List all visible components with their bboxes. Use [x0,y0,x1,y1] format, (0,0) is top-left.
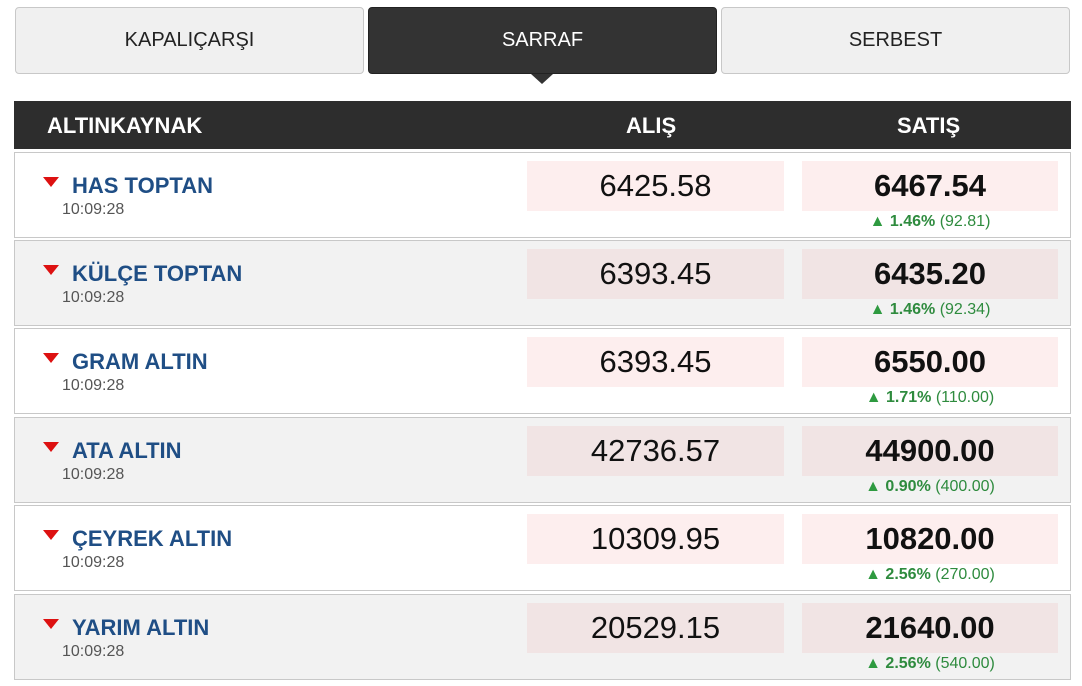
change-amount: (400.00) [935,478,995,495]
sell-price: 6435.20 [802,249,1058,299]
change: ▲ 1.46% (92.34) [802,301,1058,319]
buy-price: 6393.45 [527,337,784,387]
item-name: KÜLÇE TOPTAN [72,261,243,286]
update-time: 10:09:28 [62,201,125,218]
price-row[interactable]: KÜLÇE TOPTAN 10:09:28 6393.45 6435.20 ▲ 1.46… [14,240,1071,326]
update-time: 10:09:28 [62,289,125,306]
change: ▲ 2.56% (540.00) [802,655,1058,673]
buy-price: 10309.95 [527,514,784,564]
sell-price: 10820.00 [802,514,1058,564]
up-icon: ▲ [865,655,886,672]
down-icon [43,177,59,187]
up-icon: ▲ [869,301,890,318]
up-icon: ▲ [865,389,887,406]
item-name: YARIM ALTIN [72,615,210,640]
update-time: 10:09:28 [62,643,125,660]
price-row[interactable]: ÇEYREK ALTIN 10:09:28 10309.95 10820.00 ▲ 2.… [14,505,1071,591]
table-header: ALTINKAYNAK ALIŞ SATIŞ [14,101,1071,149]
sell-price: 44900.00 [802,426,1058,476]
item-name: GRAM ALTIN [72,349,208,374]
down-icon [43,265,59,275]
up-icon: ▲ [865,566,886,583]
change-amount: (270.00) [935,566,995,583]
tab[interactable]: SARRAF [368,7,717,74]
change: ▲ 0.90% (400.00) [802,478,1058,496]
sell-price: 21640.00 [802,603,1058,653]
change-amount: (92.34) [939,301,991,318]
sell-price: 6467.54 [802,161,1058,211]
change-percent: 0.90% [885,478,931,495]
change-amount: (110.00) [935,389,995,406]
item-name: ATA ALTIN [72,438,182,463]
price-row[interactable]: HAS TOPTAN 10:09:28 6425.58 6467.54 ▲ 1.46% … [14,152,1071,238]
buy-price: 6393.45 [527,249,784,299]
item-name: HAS TOPTAN [72,173,213,198]
change: ▲ 1.46% (92.81) [802,213,1058,231]
down-icon [43,530,59,540]
header-sell: SATIŞ [897,113,961,138]
change-percent: 1.46% [889,213,936,230]
price-row[interactable]: YARIM ALTIN 10:09:28 20529.15 21640.00 ▲ 2.5… [14,594,1071,680]
tab[interactable]: SERBEST [721,7,1070,74]
down-icon [43,442,59,452]
buy-price: 42736.57 [527,426,784,476]
price-row[interactable]: ATA ALTIN 10:09:28 42736.57 44900.00 ▲ 0.90%… [14,417,1071,503]
sell-price: 6550.00 [802,337,1058,387]
buy-price: 6425.58 [527,161,784,211]
header-buy: ALIŞ [626,113,677,138]
change-amount: (540.00) [935,655,995,672]
up-icon: ▲ [865,478,886,495]
down-icon [43,619,59,629]
active-tab-pointer [531,74,553,84]
update-time: 10:09:28 [62,466,125,483]
change-amount: (92.81) [939,213,991,230]
change: ▲ 1.71% (110.00) [802,389,1058,407]
item-name: ÇEYREK ALTIN [72,526,233,551]
header-name: ALTINKAYNAK [47,113,203,138]
tab[interactable]: KAPALIÇARŞI [15,7,364,74]
update-time: 10:09:28 [62,377,125,394]
change-percent: 2.56% [885,566,931,583]
change: ▲ 2.56% (270.00) [802,566,1058,584]
buy-price: 20529.15 [527,603,784,653]
up-icon: ▲ [869,213,890,230]
change-percent: 2.56% [885,655,931,672]
down-icon [43,353,59,363]
price-row[interactable]: GRAM ALTIN 10:09:28 6393.45 6550.00 ▲ 1.71% … [14,328,1071,414]
change-percent: 1.46% [889,301,936,318]
update-time: 10:09:28 [62,554,125,571]
change-percent: 1.71% [886,389,932,406]
